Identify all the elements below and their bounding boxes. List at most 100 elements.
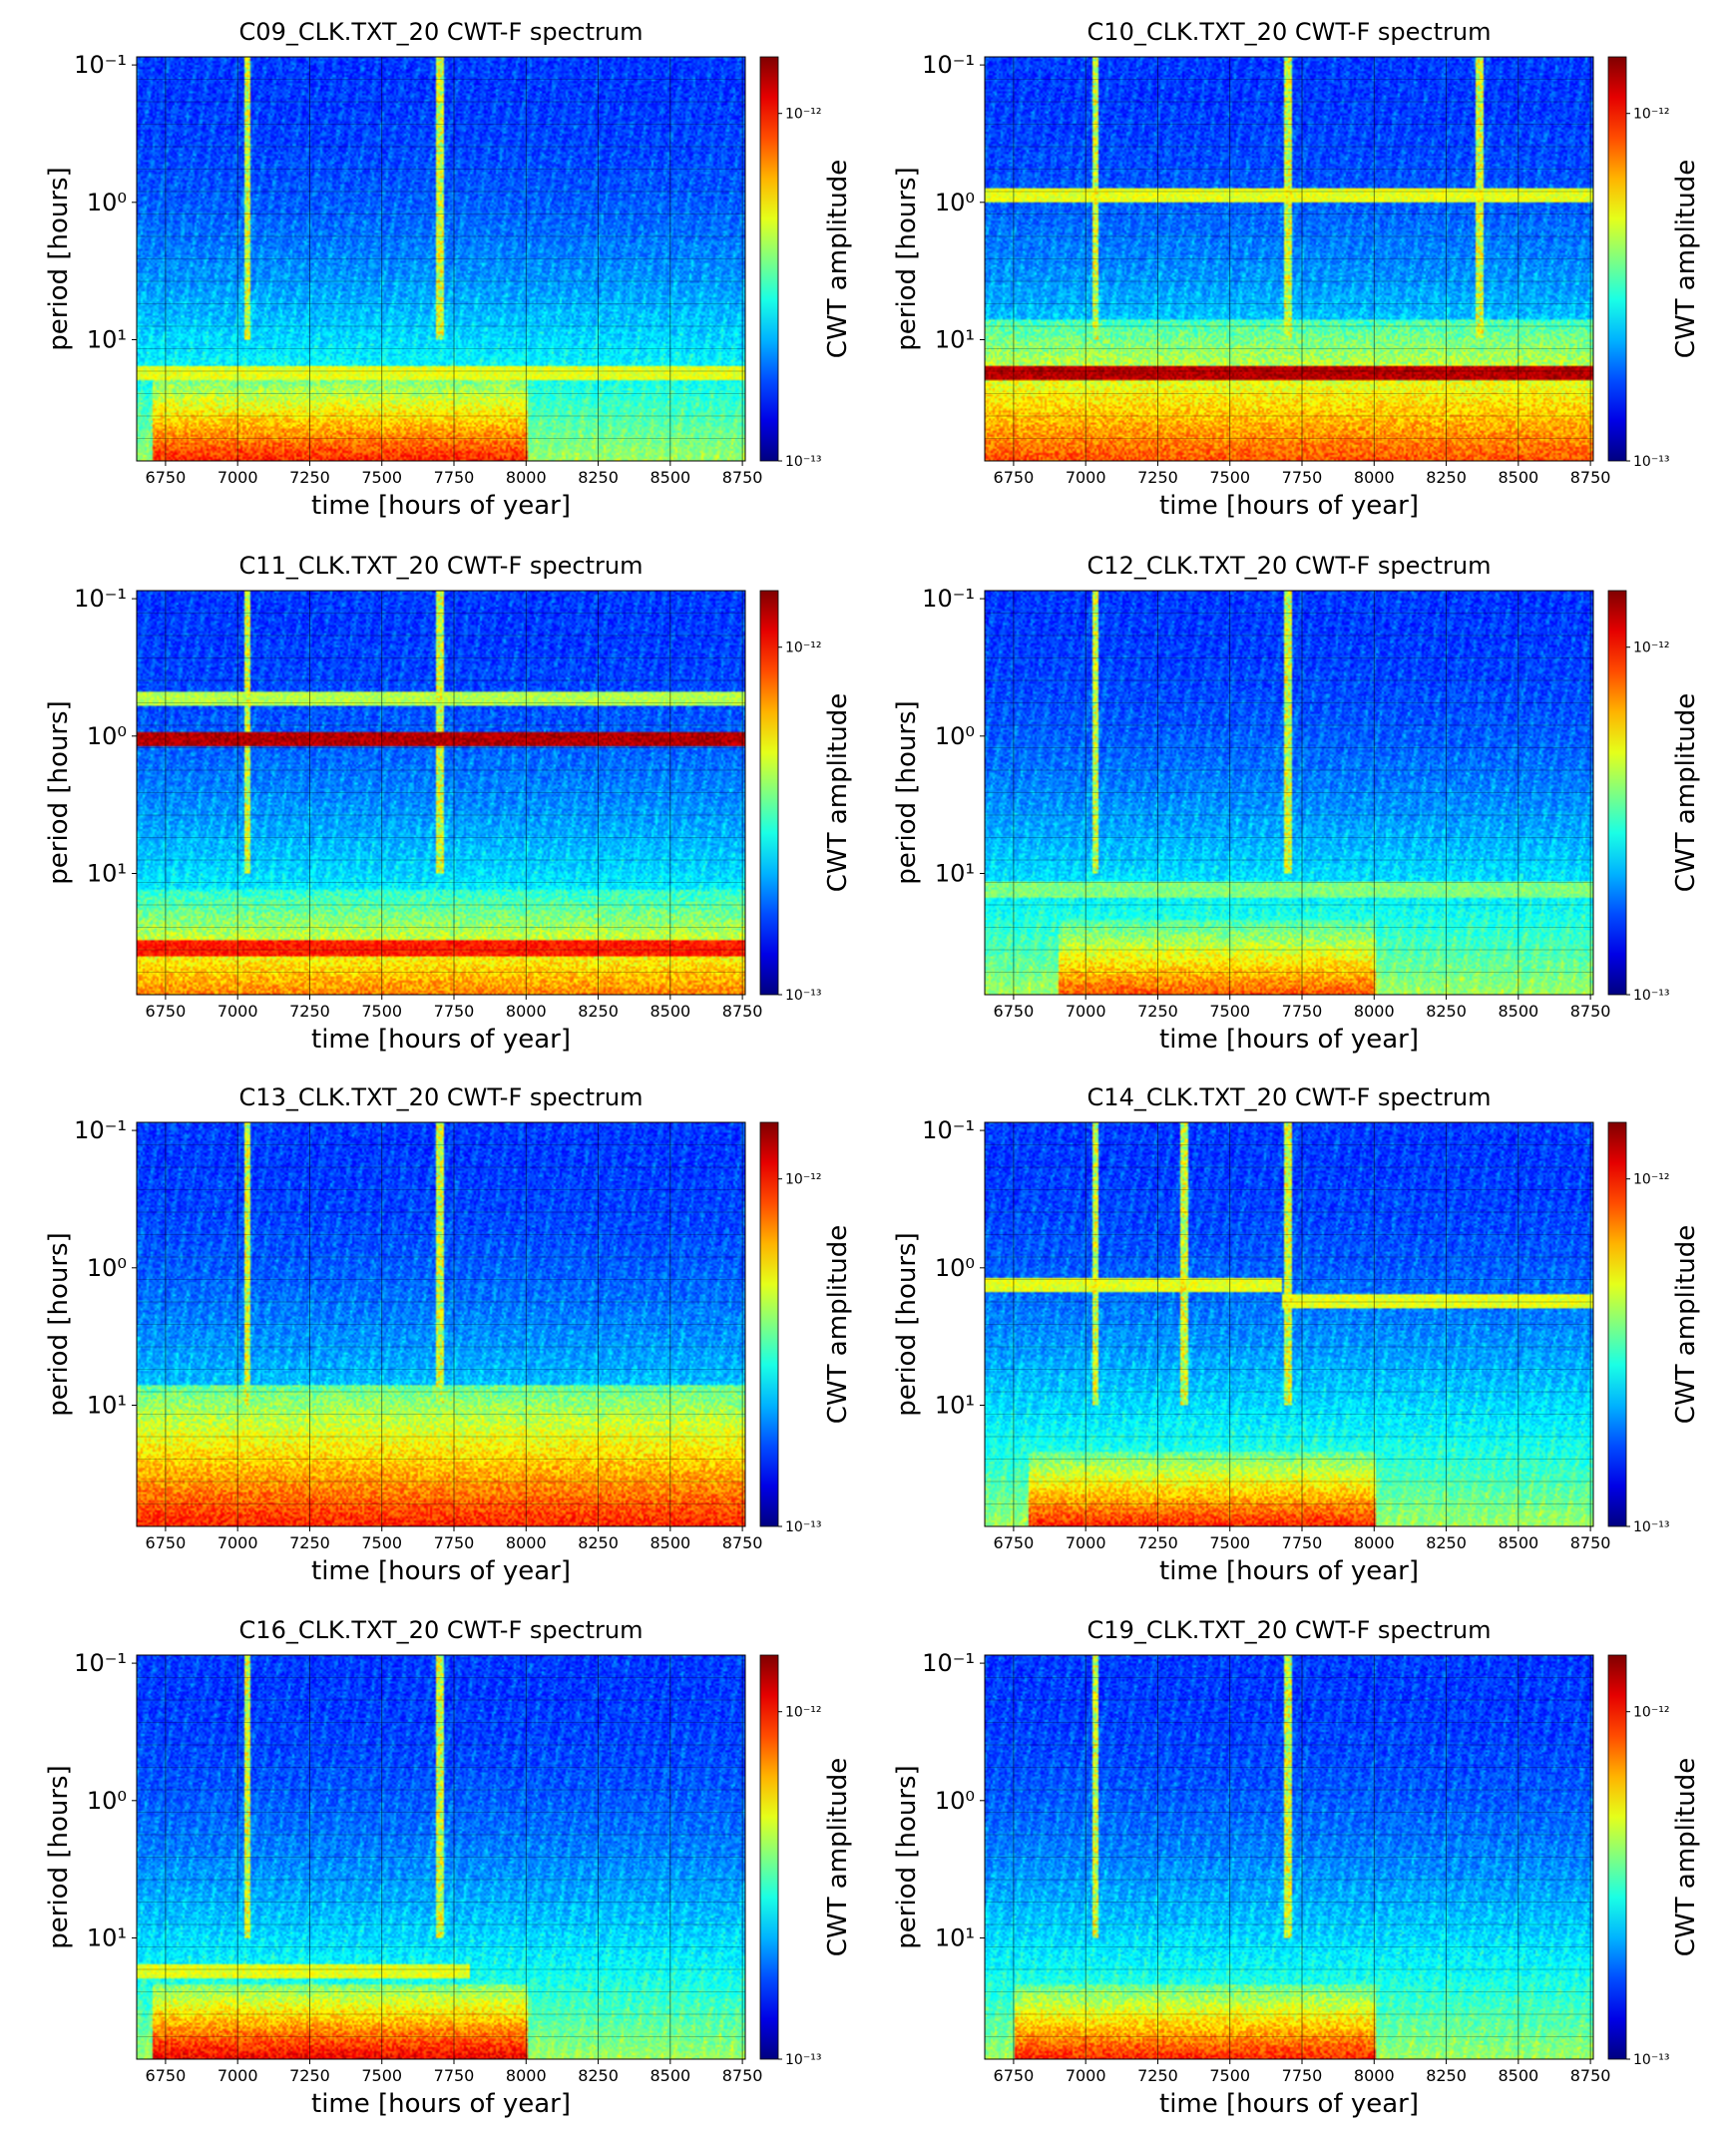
x-tick-label: 7250 xyxy=(1137,2066,1178,2085)
x-tick-label: 7250 xyxy=(1137,1002,1178,1021)
chart-panel-2: C11_CLK.TXT_20 CWT-F spectrum 6750 7000 725… xyxy=(44,552,853,1055)
colorbar-label: CWT amplitude xyxy=(823,160,853,358)
x-tick-label: 7750 xyxy=(1282,468,1323,487)
colorbar-tick-label: 10⁻¹² xyxy=(785,640,821,656)
plot-frame xyxy=(136,56,746,462)
heatmap-image xyxy=(137,57,745,461)
x-tick-label: 8500 xyxy=(1498,468,1538,487)
y-tick-label: 10¹ xyxy=(87,326,127,354)
x-tick-label: 7500 xyxy=(361,468,402,487)
x-tick-label: 7250 xyxy=(289,468,330,487)
x-tick-label: 8500 xyxy=(650,2066,690,2085)
x-tick-label: 8500 xyxy=(650,1002,690,1021)
colorbar-tick-label: 10⁻¹² xyxy=(1633,1172,1669,1188)
y-tick-label: 10¹ xyxy=(935,1392,975,1420)
chart-title: C09_CLK.TXT_20 CWT-F spectrum xyxy=(239,18,644,46)
x-tick-label: 7000 xyxy=(1066,468,1106,487)
colorbar-tick-label: 10⁻¹² xyxy=(1633,640,1669,656)
colorbar xyxy=(1607,1121,1627,1527)
x-tick-label: 8250 xyxy=(578,1533,619,1552)
y-tick-label: 10⁻¹ xyxy=(922,51,975,79)
colorbar-label: CWT amplitude xyxy=(823,1758,853,1956)
y-tick-label: 10⁰ xyxy=(87,1787,127,1815)
x-tick-label: 7000 xyxy=(217,2066,258,2085)
y-tick-label: 10⁻¹ xyxy=(74,1649,127,1677)
x-tick-label: 7250 xyxy=(289,1002,330,1021)
chart-panel-6: C16_CLK.TXT_20 CWT-F spectrum 6750 7000 725… xyxy=(44,1616,853,2119)
heatmap-image xyxy=(137,1655,745,2059)
y-axis-label: period [hours] xyxy=(892,1765,922,1948)
plot-frame xyxy=(984,1121,1594,1527)
x-tick-label: 7750 xyxy=(1282,1533,1323,1552)
x-tick-label: 8750 xyxy=(1570,1533,1611,1552)
colorbar-label: CWT amplitude xyxy=(823,693,853,892)
x-tick-label: 8250 xyxy=(578,1002,619,1021)
x-tick-label: 8250 xyxy=(1426,1002,1467,1021)
colorbar xyxy=(1607,590,1627,996)
colorbar-tick-label: 10⁻¹³ xyxy=(785,454,821,470)
x-tick-label: 6750 xyxy=(994,1002,1035,1021)
x-tick-label: 6750 xyxy=(146,1533,187,1552)
x-tick-label: 8250 xyxy=(578,2066,619,2085)
x-tick-label: 7250 xyxy=(289,2066,330,2085)
x-tick-label: 8500 xyxy=(1498,1533,1538,1552)
x-axis-label: time [hours of year] xyxy=(1159,491,1419,521)
x-tick-label: 7750 xyxy=(1282,2066,1323,2085)
y-tick-label: 10⁻¹ xyxy=(922,1116,975,1144)
x-tick-label: 8000 xyxy=(1354,2066,1395,2085)
colorbar-label: CWT amplitude xyxy=(1671,1758,1701,1956)
chart-title: C14_CLK.TXT_20 CWT-F spectrum xyxy=(1087,1083,1492,1111)
y-tick-label: 10⁻¹ xyxy=(74,1116,127,1144)
chart-title: C12_CLK.TXT_20 CWT-F spectrum xyxy=(1087,552,1492,580)
colorbar-tick-label: 10⁻¹² xyxy=(785,1705,821,1721)
chart-title: C16_CLK.TXT_20 CWT-F spectrum xyxy=(239,1616,644,1644)
x-axis-label: time [hours of year] xyxy=(311,2089,571,2119)
y-tick-label: 10⁰ xyxy=(87,1254,127,1282)
x-tick-label: 7500 xyxy=(361,1533,402,1552)
y-axis-label: period [hours] xyxy=(44,167,74,350)
y-tick-label: 10¹ xyxy=(935,1924,975,1952)
x-tick-label: 6750 xyxy=(146,2066,187,2085)
colorbar xyxy=(1607,1654,1627,2060)
x-tick-label: 8750 xyxy=(722,2066,763,2085)
chart-panel-7: C19_CLK.TXT_20 CWT-F spectrum 6750 7000 725… xyxy=(892,1616,1701,2119)
colorbar-label: CWT amplitude xyxy=(1671,160,1701,358)
y-tick-label: 10⁰ xyxy=(935,1787,975,1815)
y-axis-label: period [hours] xyxy=(44,1232,74,1416)
x-tick-label: 6750 xyxy=(994,468,1035,487)
x-tick-label: 8250 xyxy=(578,468,619,487)
y-tick-label: 10⁰ xyxy=(87,189,127,216)
y-tick-label: 10¹ xyxy=(87,1392,127,1420)
plot-frame xyxy=(136,1654,746,2060)
x-tick-label: 8500 xyxy=(1498,2066,1538,2085)
plot-frame xyxy=(984,1654,1594,2060)
x-tick-label: 7750 xyxy=(434,2066,475,2085)
x-axis-label: time [hours of year] xyxy=(1159,2089,1419,2119)
colorbar-label: CWT amplitude xyxy=(1671,1225,1701,1424)
x-tick-label: 8250 xyxy=(1426,468,1467,487)
x-tick-label: 8000 xyxy=(506,468,547,487)
x-tick-label: 7000 xyxy=(217,1002,258,1021)
x-tick-label: 8750 xyxy=(1570,1002,1611,1021)
chart-title: C13_CLK.TXT_20 CWT-F spectrum xyxy=(239,1083,644,1111)
colorbar-tick-label: 10⁻¹² xyxy=(1633,1705,1669,1721)
colorbar-tick-label: 10⁻¹² xyxy=(1633,107,1669,123)
colorbar-tick-label: 10⁻¹² xyxy=(785,1172,821,1188)
y-axis-label: period [hours] xyxy=(892,1232,922,1416)
x-tick-label: 7000 xyxy=(1066,1533,1106,1552)
y-tick-label: 10⁻¹ xyxy=(922,585,975,613)
x-tick-label: 8000 xyxy=(506,1002,547,1021)
chart-panel-1: C10_CLK.TXT_20 CWT-F spectrum 6750 7000 725… xyxy=(892,18,1701,521)
heatmap-image xyxy=(137,1122,745,1526)
heatmap-image xyxy=(985,57,1593,461)
chart-panel-0: C09_CLK.TXT_20 CWT-F spectrum 6750 7000 725… xyxy=(44,18,853,521)
y-tick-label: 10⁰ xyxy=(935,1254,975,1282)
colorbar-tick-label: 10⁻¹³ xyxy=(1633,1519,1669,1535)
colorbar-tick-label: 10⁻¹³ xyxy=(785,2052,821,2068)
x-tick-label: 7250 xyxy=(1137,1533,1178,1552)
y-tick-label: 10⁰ xyxy=(87,722,127,750)
plot-frame xyxy=(984,590,1594,996)
x-tick-label: 8750 xyxy=(1570,2066,1611,2085)
x-tick-label: 6750 xyxy=(146,468,187,487)
x-tick-label: 8750 xyxy=(1570,468,1611,487)
